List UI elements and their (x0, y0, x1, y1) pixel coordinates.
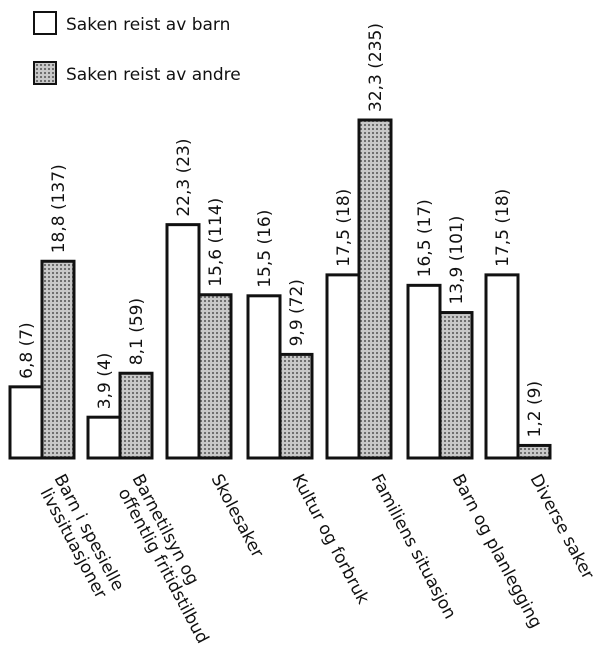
value-label-andre-5: 13,9 (101) (447, 216, 467, 305)
value-label-barn-2: 22,3 (23) (174, 138, 194, 216)
bars (8, 118, 552, 460)
bar-barn-4 (325, 273, 361, 460)
bar-barn-5 (406, 283, 442, 460)
value-labels: 6,8 (7) 18,8 (137) 3,9 (4) 8,1 (59) 22,3 (23… (17, 23, 545, 437)
value-label-andre-0: 18,8 (137) (49, 164, 69, 253)
value-label-barn-4: 17,5 (18) (334, 189, 354, 267)
value-label-andre-3: 9,9 (72) (287, 279, 307, 346)
bar-barn-2 (165, 223, 201, 460)
category-label-5-line-0: Barn og planlegging (448, 471, 546, 632)
legend-swatch-andre (33, 61, 57, 85)
value-label-barn-6: 17,5 (18) (493, 189, 513, 267)
value-label-andre-4: 32,3 (235) (366, 23, 386, 112)
bar-andre-6 (516, 443, 552, 460)
bar-andre-3 (278, 352, 314, 460)
value-label-barn-0: 6,8 (7) (17, 322, 37, 379)
value-label-andre-6: 1,2 (9) (525, 381, 545, 438)
category-label-6-line-0: Diverse saker (526, 471, 595, 583)
bar-barn-0 (8, 385, 44, 460)
value-label-barn-1: 3,9 (4) (95, 353, 115, 410)
legend-label-andre: Saken reist av andre (66, 65, 241, 85)
bar-barn-6 (484, 273, 520, 460)
legend: Saken reist av barn Saken reist av andre (33, 11, 241, 85)
category-label-2-line-0: Skolesaker (207, 471, 268, 561)
category-label-4-line-0: Familiens situasjon (367, 471, 460, 623)
category-label-3-line-0: Kultur og forbruk (288, 471, 373, 608)
bar-andre-2 (197, 293, 233, 460)
value-label-barn-5: 16,5 (17) (415, 199, 435, 277)
bar-andre-5 (438, 311, 474, 460)
bar-andre-0 (40, 259, 76, 460)
bar-barn-1 (86, 415, 122, 460)
value-label-andre-1: 8,1 (59) (127, 298, 147, 365)
value-label-andre-2: 15,6 (114) (206, 198, 226, 287)
value-label-barn-3: 15,5 (16) (255, 210, 275, 288)
bar-andre-1 (118, 371, 154, 460)
legend-label-barn: Saken reist av barn (66, 15, 230, 35)
bar-barn-3 (246, 294, 282, 460)
bar-andre-4 (357, 118, 393, 460)
legend-swatch-barn (33, 11, 57, 35)
